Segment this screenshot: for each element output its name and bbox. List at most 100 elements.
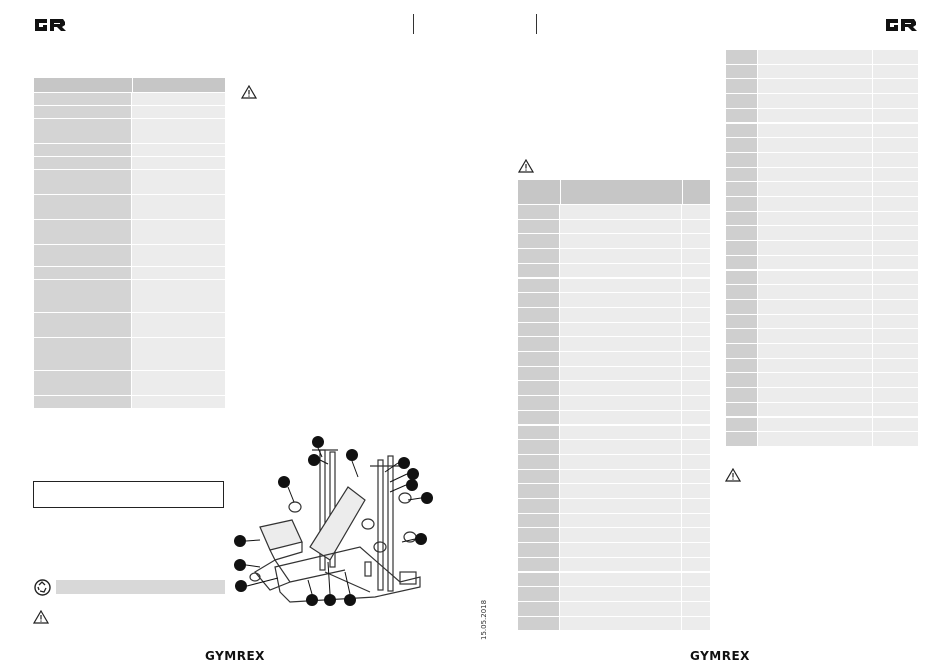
parts-row-number — [518, 337, 559, 351]
spec-row-value — [132, 119, 225, 143]
spec-row-label — [34, 396, 131, 408]
parts-row-description — [758, 197, 872, 211]
parts-row-number — [518, 352, 559, 366]
parts-row-qty — [873, 402, 918, 417]
parts-row-qty — [873, 123, 918, 138]
parts-row-number — [518, 366, 559, 381]
parts-row-description — [758, 329, 872, 343]
parts-row-description — [758, 211, 872, 226]
parts-row-description — [758, 299, 872, 314]
parts-row-qty — [682, 499, 710, 513]
parts-row-qty — [682, 454, 710, 469]
spec-row-value — [132, 396, 225, 408]
footer-brand-left: GYMREX — [205, 649, 265, 663]
spec-row-value — [132, 371, 225, 395]
parts-row-description — [560, 572, 681, 587]
parts-row-number — [518, 307, 559, 322]
disposal-bar — [56, 580, 225, 594]
spec-row-value — [132, 313, 225, 337]
parts-row-description — [560, 440, 681, 454]
parts-row-number — [518, 572, 559, 587]
parts-row-qty — [682, 425, 710, 440]
parts-row-number — [518, 513, 559, 528]
spec-row-label — [34, 371, 131, 395]
parts-row-description — [758, 432, 872, 446]
spec-row-value — [132, 195, 225, 219]
parts-row-qty — [682, 587, 710, 601]
spec-row-value — [132, 267, 225, 279]
spec-row-value — [132, 220, 225, 244]
spec-row-label — [34, 119, 131, 143]
parts-row-description — [560, 205, 681, 219]
parts-row-number — [726, 108, 757, 123]
date-stamp: 15.05.2018 — [480, 599, 488, 640]
parts-row-description — [758, 270, 872, 285]
parts-row-qty — [682, 572, 710, 587]
parts-row-number — [518, 601, 559, 616]
parts-row-number — [726, 299, 757, 314]
parts-row-number — [726, 197, 757, 211]
notice-box — [33, 481, 224, 508]
parts-row-description — [758, 50, 872, 64]
parts-row-qty — [682, 616, 710, 631]
page-divider-1 — [413, 14, 414, 34]
parts-row-description — [560, 396, 681, 410]
parts-row-qty — [873, 285, 918, 299]
parts-row-description — [560, 587, 681, 601]
parts-row-number — [726, 182, 757, 196]
parts-row-description — [758, 108, 872, 123]
parts-row-number — [726, 432, 757, 446]
parts-row-qty — [873, 329, 918, 343]
parts-row-number — [726, 167, 757, 182]
parts-row-qty — [873, 94, 918, 108]
parts-row-description — [560, 234, 681, 249]
parts-row-description — [560, 337, 681, 351]
parts-row-qty — [682, 205, 710, 219]
parts-row-description — [758, 79, 872, 94]
parts-row-number — [518, 543, 559, 557]
parts-row-qty — [873, 373, 918, 388]
parts-row-qty — [873, 432, 918, 446]
parts-row-number — [726, 329, 757, 343]
parts-row-qty — [873, 314, 918, 329]
parts-row-number — [726, 211, 757, 226]
parts-row-description — [560, 499, 681, 513]
parts-row-qty — [873, 138, 918, 152]
parts-row-qty — [682, 440, 710, 454]
parts-row-qty — [873, 211, 918, 226]
gr-logo-left — [35, 19, 66, 31]
parts-row-description — [560, 293, 681, 307]
parts-row-description — [560, 219, 681, 234]
spec-row-label — [34, 267, 131, 279]
parts-row-qty — [682, 366, 710, 381]
parts-row-qty — [873, 108, 918, 123]
parts-row-description — [758, 138, 872, 152]
parts-row-qty — [682, 234, 710, 249]
spec-row-label — [34, 220, 131, 244]
parts-row-qty — [873, 358, 918, 373]
parts-row-qty — [873, 299, 918, 314]
parts-row-number — [518, 616, 559, 631]
parts-row-number — [726, 64, 757, 79]
parts-row-description — [560, 381, 681, 396]
spec-row-value — [132, 280, 225, 312]
parts-row-description — [560, 454, 681, 469]
parts-row-description — [560, 366, 681, 381]
parts-row-number — [518, 440, 559, 454]
gr-logo-right — [886, 19, 917, 31]
parts-row-qty — [682, 469, 710, 484]
parts-row-qty — [873, 388, 918, 402]
parts-row-number — [518, 528, 559, 543]
parts-row-number — [518, 263, 559, 278]
parts-row-description — [560, 513, 681, 528]
parts-row-number — [726, 50, 757, 64]
parts-row-number — [726, 344, 757, 358]
parts-row-number — [726, 373, 757, 388]
parts-row-qty — [873, 152, 918, 167]
parts-row-description — [560, 263, 681, 278]
warning-icon — [725, 468, 741, 482]
parts-row-qty — [873, 50, 918, 64]
parts-row-description — [758, 358, 872, 373]
parts-row-description — [560, 469, 681, 484]
parts-row-description — [560, 557, 681, 572]
